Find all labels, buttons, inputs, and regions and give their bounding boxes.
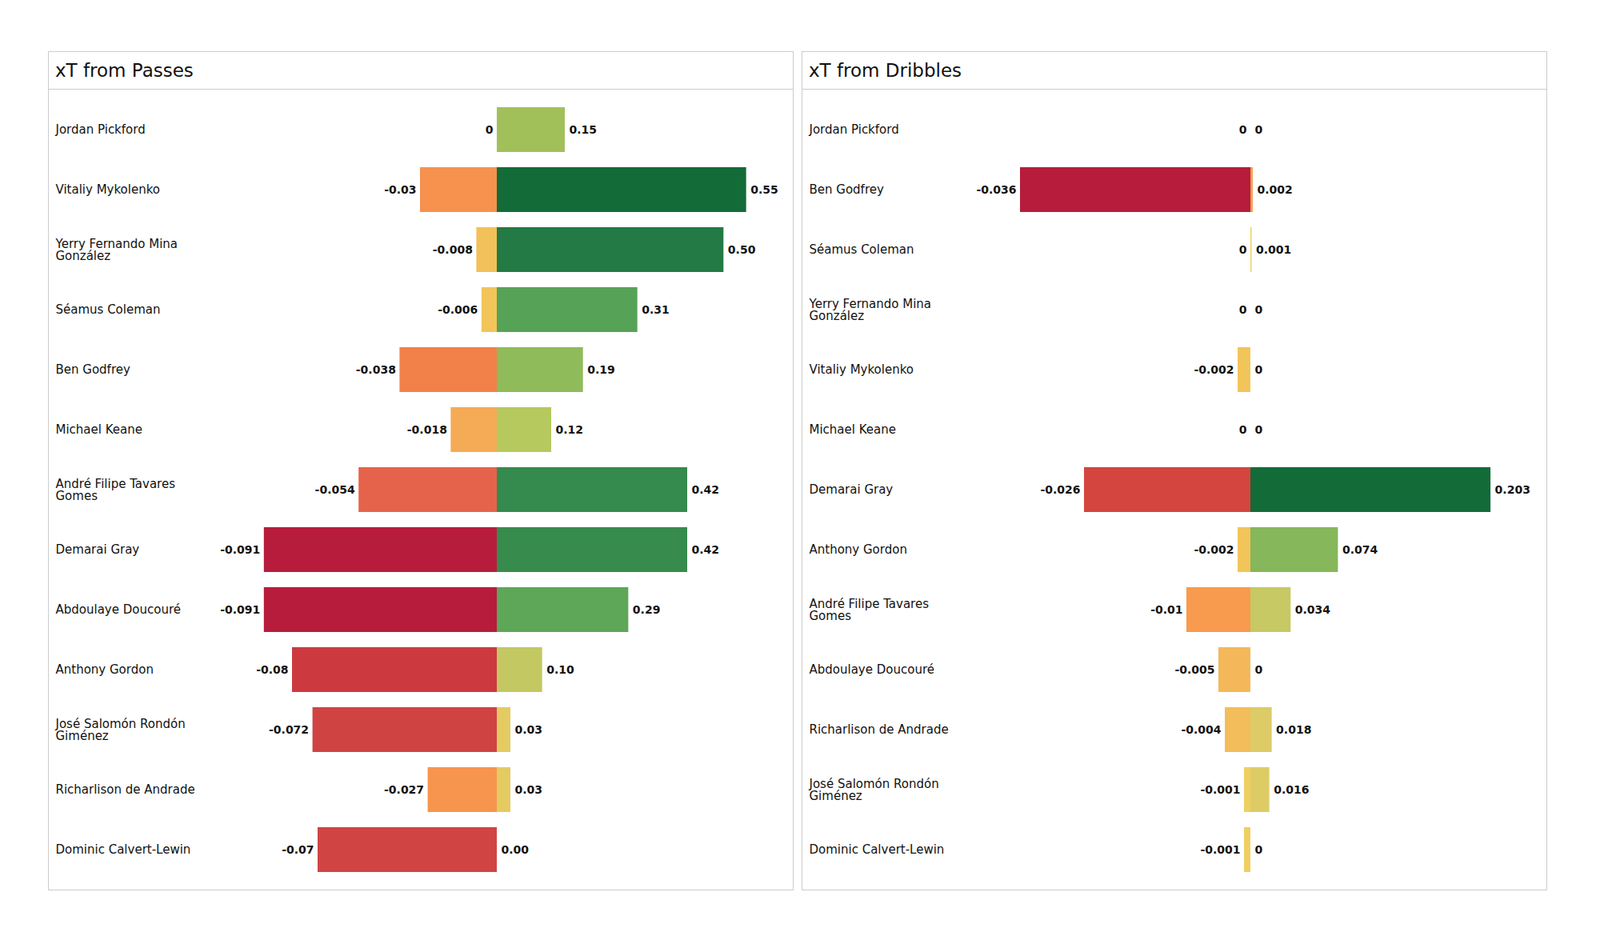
- svg-text:0: 0: [1239, 243, 1248, 256]
- svg-text:0.10: 0.10: [546, 663, 575, 676]
- svg-text:-0.038: -0.038: [356, 363, 396, 376]
- svg-text:-0.091: -0.091: [220, 603, 260, 616]
- svg-text:0.31: 0.31: [641, 303, 670, 316]
- svg-text:0: 0: [1239, 123, 1248, 136]
- svg-text:José Salomón RondónGiménez: José Salomón RondónGiménez: [808, 776, 940, 804]
- svg-text:Ben Godfrey: Ben Godfrey: [56, 362, 131, 377]
- svg-text:0.074: 0.074: [1342, 543, 1379, 556]
- svg-text:0.001: 0.001: [1256, 243, 1292, 256]
- html-text:xT from Passes: xT from Passes: [55, 60, 194, 81]
- svg-text:0.12: 0.12: [556, 423, 584, 436]
- svg-text:-0.08: -0.08: [256, 663, 288, 676]
- svg-text:0.016: 0.016: [1273, 783, 1309, 796]
- svg-text:André Filipe TavaresGomes: André Filipe TavaresGomes: [809, 596, 930, 624]
- svg-text:-0.07: -0.07: [281, 843, 314, 856]
- svg-text:-0.004: -0.004: [1180, 723, 1221, 736]
- svg-text:0: 0: [1255, 123, 1264, 136]
- svg-text:-0.036: -0.036: [976, 183, 1016, 196]
- svg-text:José Salomón RondónGiménez: José Salomón RondónGiménez: [55, 716, 186, 744]
- svg-text:0.29: 0.29: [632, 603, 661, 616]
- svg-text:0.19: 0.19: [587, 363, 616, 376]
- svg-text:Anthony Gordon: Anthony Gordon: [56, 662, 154, 677]
- svg-text:-0.006: -0.006: [437, 303, 478, 316]
- svg-text:Dominic Calvert-Lewin: Dominic Calvert-Lewin: [56, 842, 192, 857]
- svg-text:-0.008: -0.008: [432, 243, 473, 256]
- svg-text:0.15: 0.15: [569, 123, 598, 136]
- svg-text:0: 0: [1255, 843, 1264, 856]
- svg-text:0: 0: [1255, 663, 1264, 676]
- html-text:xT from Dribbles: xT from Dribbles: [808, 60, 962, 81]
- svg-text:Ben Godfrey: Ben Godfrey: [809, 182, 884, 197]
- svg-text:-0.027: -0.027: [384, 783, 424, 796]
- svg-text:0.203: 0.203: [1495, 483, 1531, 496]
- svg-text:Jordan Pickford: Jordan Pickford: [808, 122, 900, 137]
- svg-text:0.55: 0.55: [750, 183, 779, 196]
- svg-text:Séamus Coleman: Séamus Coleman: [809, 242, 915, 257]
- svg-text:Séamus Coleman: Séamus Coleman: [56, 302, 161, 317]
- svg-text:Yerry Fernando MinaGonzález: Yerry Fernando MinaGonzález: [808, 296, 932, 324]
- svg-text:-0.002: -0.002: [1193, 543, 1234, 556]
- svg-text:0.42: 0.42: [692, 483, 720, 496]
- svg-text:Vitaliy Mykolenko: Vitaliy Mykolenko: [809, 362, 915, 377]
- svg-text:-0.072: -0.072: [268, 723, 309, 736]
- svg-text:0: 0: [1255, 363, 1264, 376]
- svg-text:0: 0: [1239, 303, 1248, 316]
- svg-text:-0.091: -0.091: [220, 543, 260, 556]
- svg-text:0: 0: [1255, 303, 1264, 316]
- svg-text:Dominic Calvert-Lewin: Dominic Calvert-Lewin: [809, 842, 945, 857]
- svg-text:Demarai Gray: Demarai Gray: [809, 482, 894, 497]
- svg-text:Abdoulaye Doucouré: Abdoulaye Doucouré: [809, 662, 935, 677]
- svg-text:0.00: 0.00: [501, 843, 530, 856]
- svg-text:Anthony Gordon: Anthony Gordon: [809, 542, 908, 557]
- svg-text:0: 0: [1255, 423, 1264, 436]
- svg-text:-0.001: -0.001: [1200, 783, 1240, 796]
- svg-text:-0.002: -0.002: [1193, 363, 1234, 376]
- svg-text:0.034: 0.034: [1295, 603, 1332, 616]
- svg-text:-0.018: -0.018: [407, 423, 448, 436]
- svg-text:Michael Keane: Michael Keane: [809, 422, 896, 437]
- svg-text:Yerry Fernando MinaGonzález: Yerry Fernando MinaGonzález: [55, 236, 179, 264]
- svg-text:0: 0: [485, 123, 494, 136]
- svg-text:0: 0: [1239, 423, 1248, 436]
- svg-text:-0.01: -0.01: [1150, 603, 1183, 616]
- svg-text:-0.026: -0.026: [1040, 483, 1080, 496]
- svg-text:Richarlison de Andrade: Richarlison de Andrade: [56, 782, 196, 797]
- svg-text:-0.005: -0.005: [1174, 663, 1215, 676]
- svg-text:0.50: 0.50: [728, 243, 756, 256]
- svg-text:0.03: 0.03: [515, 783, 544, 796]
- svg-text:-0.054: -0.054: [315, 483, 356, 496]
- svg-text:0.018: 0.018: [1276, 723, 1312, 736]
- svg-text:-0.03: -0.03: [384, 183, 416, 196]
- svg-text:Jordan Pickford: Jordan Pickford: [55, 122, 146, 137]
- svg-text:Richarlison de Andrade: Richarlison de Andrade: [809, 722, 949, 737]
- svg-text:0.42: 0.42: [692, 543, 720, 556]
- svg-text:Demarai Gray: Demarai Gray: [56, 542, 140, 557]
- svg-text:Abdoulaye Doucouré: Abdoulaye Doucouré: [56, 602, 181, 617]
- svg-text:Vitaliy Mykolenko: Vitaliy Mykolenko: [56, 182, 161, 197]
- svg-text:-0.001: -0.001: [1200, 843, 1240, 856]
- svg-text:André Filipe TavaresGomes: André Filipe TavaresGomes: [56, 476, 176, 504]
- svg-text:Michael Keane: Michael Keane: [56, 422, 143, 437]
- svg-text:0.002: 0.002: [1256, 183, 1292, 196]
- svg-text:0.03: 0.03: [515, 723, 544, 736]
